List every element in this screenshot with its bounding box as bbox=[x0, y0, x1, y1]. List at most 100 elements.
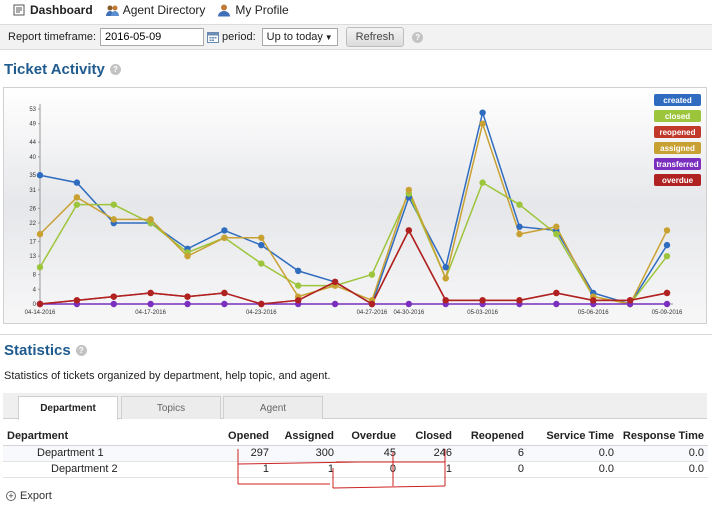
data-point-assigned[interactable] bbox=[221, 234, 228, 241]
data-point-transferred[interactable] bbox=[184, 300, 191, 308]
data-point-transferred[interactable] bbox=[147, 300, 154, 308]
help-icon[interactable]: ? bbox=[109, 64, 121, 75]
ticket-activity-heading: Ticket Activity ? bbox=[4, 61, 121, 78]
data-point-closed[interactable] bbox=[73, 201, 81, 208]
statistics-table: Department Opened Assigned Overdue Close… bbox=[3, 427, 708, 478]
data-point-created[interactable] bbox=[221, 227, 228, 234]
data-point-created[interactable] bbox=[479, 109, 486, 116]
data-point-closed[interactable] bbox=[110, 201, 117, 208]
nav-my-profile[interactable]: My Profile bbox=[217, 3, 289, 17]
data-point-overdue[interactable] bbox=[442, 297, 449, 304]
data-point-assigned[interactable] bbox=[553, 223, 560, 230]
date-input[interactable] bbox=[100, 28, 205, 46]
legend-item-overdue[interactable] bbox=[654, 174, 701, 186]
data-point-assigned[interactable] bbox=[36, 230, 44, 238]
legend-item-assigned[interactable] bbox=[654, 142, 701, 154]
annotation-mark bbox=[332, 485, 446, 489]
data-point-closed[interactable] bbox=[294, 282, 302, 289]
export-link[interactable]: + Export bbox=[6, 490, 52, 502]
column-header[interactable]: Closed bbox=[400, 427, 456, 446]
nav-dashboard[interactable]: Dashboard bbox=[12, 3, 93, 17]
column-header[interactable]: Overdue bbox=[338, 427, 400, 446]
tab-topics[interactable]: Topics bbox=[121, 396, 221, 419]
nav-agent-directory[interactable]: Agent Directory bbox=[105, 3, 206, 17]
data-point-closed[interactable] bbox=[663, 252, 671, 260]
data-point-assigned[interactable] bbox=[110, 216, 117, 223]
refresh-button-label: Refresh bbox=[355, 31, 395, 43]
data-point-created[interactable] bbox=[258, 241, 265, 249]
data-point-overdue[interactable] bbox=[405, 227, 413, 234]
data-point-assigned[interactable] bbox=[516, 230, 523, 238]
period-select[interactable]: Up to today ▼ bbox=[261, 28, 338, 46]
tab-agent[interactable]: Agent bbox=[223, 396, 323, 419]
data-point-overdue[interactable] bbox=[36, 300, 44, 308]
data-point-overdue[interactable] bbox=[479, 297, 486, 304]
data-point-created[interactable] bbox=[73, 179, 81, 186]
data-point-overdue[interactable] bbox=[663, 289, 671, 297]
column-header[interactable]: Assigned bbox=[273, 427, 338, 446]
data-point-overdue[interactable] bbox=[626, 297, 634, 304]
table-cell: 0 bbox=[456, 461, 528, 478]
data-point-assigned[interactable] bbox=[147, 216, 154, 223]
help-icon[interactable]: ? bbox=[412, 31, 424, 43]
data-point-closed[interactable] bbox=[553, 230, 560, 238]
data-point-transferred[interactable] bbox=[110, 300, 117, 308]
statistics-heading: Statistics ? bbox=[4, 342, 87, 359]
section-divider bbox=[0, 334, 712, 335]
data-point-assigned[interactable] bbox=[405, 186, 413, 194]
column-header[interactable]: Opened bbox=[133, 427, 273, 446]
tab-department[interactable]: Department bbox=[18, 396, 118, 420]
y-tick-label: 4 bbox=[33, 287, 37, 293]
data-point-overdue[interactable] bbox=[294, 297, 302, 304]
refresh-button[interactable]: Refresh bbox=[345, 27, 405, 47]
legend-item-created[interactable] bbox=[654, 94, 701, 106]
data-point-assigned[interactable] bbox=[184, 252, 191, 260]
data-point-overdue[interactable] bbox=[184, 293, 191, 300]
data-point-overdue[interactable] bbox=[221, 289, 228, 297]
table-cell: 0.0 bbox=[618, 445, 708, 462]
data-point-closed[interactable] bbox=[36, 264, 44, 271]
data-point-assigned[interactable] bbox=[258, 234, 265, 241]
column-header[interactable]: Service Time bbox=[528, 427, 618, 446]
legend-item-closed[interactable] bbox=[654, 110, 701, 122]
data-point-overdue[interactable] bbox=[331, 278, 339, 286]
data-point-closed[interactable] bbox=[516, 201, 523, 208]
data-point-overdue[interactable] bbox=[516, 297, 523, 304]
y-tick-label: 31 bbox=[29, 188, 36, 194]
data-point-assigned[interactable] bbox=[479, 120, 486, 127]
nav-agent-directory-label: Agent Directory bbox=[122, 3, 206, 17]
data-point-transferred[interactable] bbox=[663, 300, 671, 308]
data-point-closed[interactable] bbox=[368, 271, 376, 278]
data-point-assigned[interactable] bbox=[442, 275, 449, 282]
data-point-overdue[interactable] bbox=[368, 300, 376, 308]
data-point-created[interactable] bbox=[36, 172, 44, 179]
table-cell: 0.0 bbox=[528, 445, 618, 462]
data-point-transferred[interactable] bbox=[221, 300, 228, 308]
legend-label: assigned bbox=[660, 144, 695, 153]
data-point-closed[interactable] bbox=[479, 179, 486, 186]
data-point-assigned[interactable] bbox=[73, 194, 81, 201]
column-header[interactable]: Response Time bbox=[618, 427, 708, 446]
data-point-overdue[interactable] bbox=[258, 300, 265, 308]
calendar-icon[interactable] bbox=[207, 31, 220, 43]
data-point-transferred[interactable] bbox=[405, 300, 413, 308]
column-header[interactable]: Department bbox=[3, 427, 133, 446]
legend-item-transferred[interactable] bbox=[654, 158, 701, 170]
data-point-created[interactable] bbox=[294, 267, 302, 275]
data-point-overdue[interactable] bbox=[147, 289, 154, 297]
help-icon[interactable]: ? bbox=[75, 345, 87, 356]
timeframe-label: Report timeframe: bbox=[8, 31, 97, 43]
data-point-transferred[interactable] bbox=[553, 300, 560, 308]
data-point-overdue[interactable] bbox=[590, 297, 597, 304]
data-point-created[interactable] bbox=[663, 241, 671, 249]
legend-item-reopened[interactable] bbox=[654, 126, 701, 138]
column-header[interactable]: Reopened bbox=[456, 427, 528, 446]
data-point-created[interactable] bbox=[442, 264, 449, 271]
data-point-transferred[interactable] bbox=[331, 300, 339, 308]
data-point-overdue[interactable] bbox=[73, 297, 81, 304]
data-point-closed[interactable] bbox=[258, 260, 265, 267]
data-point-overdue[interactable] bbox=[553, 289, 560, 297]
data-point-assigned[interactable] bbox=[663, 227, 671, 234]
data-point-overdue[interactable] bbox=[110, 293, 117, 300]
data-point-created[interactable] bbox=[516, 223, 523, 230]
